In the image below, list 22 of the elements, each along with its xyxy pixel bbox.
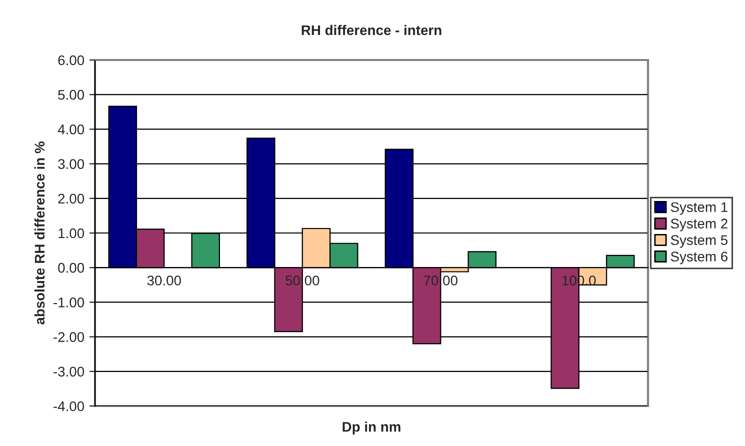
y-tick-label: -4.00 xyxy=(54,401,84,412)
y-tick-label: -3.00 xyxy=(54,366,84,377)
legend-label: System 2 xyxy=(670,218,728,232)
y-tick-label: 3.00 xyxy=(58,159,84,169)
y-tick-label: 0.00 xyxy=(58,262,84,273)
x-tick-label: 30.00 xyxy=(147,276,181,286)
y-tick-label: -2.00 xyxy=(54,332,84,342)
x-tick-label: 50.00 xyxy=(286,276,320,286)
legend-label: System 5 xyxy=(670,235,728,248)
y-tick-label: -1.00 xyxy=(54,298,84,308)
y-tick-label: 4.00 xyxy=(58,124,84,134)
legend-label: System 1 xyxy=(670,202,728,215)
y-tick-label: 1.00 xyxy=(58,228,84,238)
chart-title: RH difference - intern xyxy=(302,24,442,36)
y-axis-title: absolute RH difference in % xyxy=(34,142,45,324)
y-tick-label: 5.00 xyxy=(58,90,84,100)
x-tick-label: 70.00 xyxy=(424,276,458,286)
x-axis-title: Dp in nm xyxy=(342,422,400,435)
y-tick-label: 2.00 xyxy=(58,194,84,204)
legend-label: System 6 xyxy=(670,252,728,264)
y-tick-label: 6.00 xyxy=(58,55,84,66)
x-tick-label: 100.0 xyxy=(562,276,596,286)
